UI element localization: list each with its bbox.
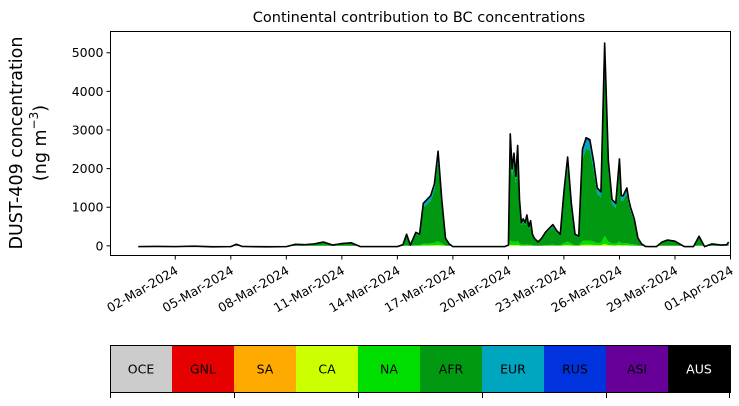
- y-axis-label-line1: DUST-409 concentration: [7, 37, 27, 250]
- legend-swatch-ca: [296, 345, 358, 393]
- y-axis-label-unit: (ng m: [31, 129, 51, 181]
- legend-swatch-na: [358, 345, 420, 393]
- legend-swatch-afr: [420, 345, 482, 393]
- y-axis-label-close: ): [31, 105, 51, 112]
- y-axis-label: DUST-409 concentration (ng m−3): [7, 37, 51, 250]
- area-layer-afr: [138, 63, 729, 247]
- chart-title: Continental contribution to BC concentra…: [253, 10, 585, 26]
- legend-label-sa: SA: [257, 362, 274, 377]
- y-axis-label-exponent: −3: [27, 112, 41, 130]
- y-tick-label: 3000: [72, 122, 104, 137]
- legend-label-aus: AUS: [686, 362, 712, 377]
- legend-swatch-rus: [544, 345, 606, 393]
- legend-swatch-oce: [110, 345, 172, 393]
- y-tick-label: 1000: [72, 200, 104, 215]
- legend-swatch-aus: [668, 345, 730, 393]
- colorbar-legend: OCE GNL SA CA NA AFR EUR RUS ASI AUS: [110, 345, 731, 398]
- legend-label-oce: OCE: [128, 362, 155, 377]
- legend-label-afr: AFR: [439, 362, 464, 377]
- legend-label-asi: ASI: [627, 362, 647, 377]
- legend-swatch-sa: [234, 345, 296, 393]
- x-axis: 02-Mar-202405-Mar-202408-Mar-202411-Mar-…: [104, 255, 736, 315]
- legend-label-na: NA: [380, 362, 398, 377]
- legend-label-gnl: GNL: [190, 362, 216, 377]
- area-layer-na: [138, 235, 729, 246]
- y-axis: 0 1000 2000 3000 4000 5000: [72, 45, 111, 253]
- legend-swatch-eur: [482, 345, 544, 393]
- legend-frame: [110, 345, 731, 393]
- legend-swatch-gnl: [172, 345, 234, 393]
- plot-area: [138, 42, 730, 248]
- y-tick-label: 0: [96, 238, 104, 253]
- total-outline-line: [138, 42, 730, 248]
- y-tick-label: 4000: [72, 84, 104, 99]
- legend-label-eur: EUR: [500, 362, 526, 377]
- legend-swatch-asi: [606, 345, 668, 393]
- y-tick-label: 2000: [72, 161, 104, 176]
- legend-label-rus: RUS: [562, 362, 588, 377]
- plot-frame: [110, 31, 731, 256]
- area-layer-ca: [138, 243, 729, 246]
- y-tick-label: 5000: [72, 45, 104, 60]
- legend-label-ca: CA: [318, 362, 336, 377]
- y-axis-label-line2: (ng m−3): [27, 105, 51, 181]
